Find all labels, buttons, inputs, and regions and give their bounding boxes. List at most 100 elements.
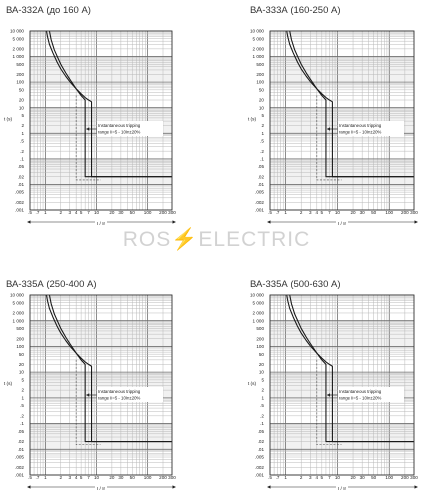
x-tick-label: 100 xyxy=(385,210,393,215)
y-axis-label: t (s) xyxy=(248,117,257,123)
y-axis-label: t (s) xyxy=(4,381,13,387)
y-tick-label: 2 xyxy=(21,388,24,393)
x-tick-label: 1 xyxy=(284,210,287,215)
x-tick-label: .7 xyxy=(36,475,40,480)
x-tick-label: 5 xyxy=(80,475,83,480)
grid-band xyxy=(30,423,172,450)
x-axis-label: I / Ir xyxy=(338,486,347,492)
y-tick-label: 2 xyxy=(261,388,264,393)
y-tick-label: .02 xyxy=(258,174,265,179)
y-tick-label: 2 xyxy=(21,123,24,128)
x-tick-label: 200 xyxy=(401,210,409,215)
chart-panel-3: Instantaneous tripping range Ii=5 - 10In±… xyxy=(248,293,418,492)
y-tick-label: .05 xyxy=(18,164,25,169)
y-tick-label: .2 xyxy=(20,149,24,154)
x-tick-label: 300 xyxy=(168,475,176,480)
x-axis-label: I / Ir xyxy=(338,221,347,227)
x-tick-label: 7 xyxy=(87,475,90,480)
x-tick-label: 30 xyxy=(118,210,124,215)
x-tick-label: 2 xyxy=(59,210,62,215)
watermark-logo: ROS⚡ELECTRIC xyxy=(0,228,433,252)
annotation-text: range Ii=5 - 10In±20% xyxy=(339,130,382,135)
x-tick-label: 30 xyxy=(360,210,366,215)
grid-band xyxy=(270,423,414,450)
annotation-bg xyxy=(97,387,163,402)
x-tick-label: 300 xyxy=(168,210,176,215)
plot-frame xyxy=(29,294,173,476)
x-tick-label: 1 xyxy=(44,475,47,480)
x-tick-label: 2 xyxy=(300,475,303,480)
y-tick-label: .2 xyxy=(260,413,264,418)
instantaneous-band xyxy=(75,95,101,181)
y-tick-label: 10 000 xyxy=(10,29,24,34)
y-tick-label: .002 xyxy=(15,465,24,470)
arrow-right-head xyxy=(414,220,418,224)
y-axis-label: t (s) xyxy=(4,117,13,123)
x-tick-label: 1 xyxy=(44,210,47,215)
instantaneous-band xyxy=(316,359,342,446)
x-tick-label: 20 xyxy=(109,475,115,480)
y-tick-label: 20 xyxy=(19,98,25,103)
y-tick-label: 100 xyxy=(256,80,264,85)
y-tick-label: 1 xyxy=(21,395,24,400)
x-tick-label: 4 xyxy=(75,475,78,480)
x-tick-label: 20 xyxy=(109,210,115,215)
x-tick-label: 5 xyxy=(321,475,324,480)
x-tick-label: .7 xyxy=(276,210,280,215)
x-tick-label: 1 xyxy=(284,475,287,480)
y-tick-label: 100 xyxy=(256,344,264,349)
x-tick-label: 3 xyxy=(309,210,312,215)
x-tick-label: 10 xyxy=(335,475,341,480)
annotation-text: range Ii=5 - 10In±20% xyxy=(98,130,141,135)
y-tick-label: 10 000 xyxy=(10,293,24,298)
y-tick-label: 1 000 xyxy=(253,318,265,323)
x-tick-label: 50 xyxy=(130,475,136,480)
arrow-right-head xyxy=(172,485,176,489)
y-tick-label: 2 000 xyxy=(13,311,25,316)
chart-title-ba-335a-500-630: ВА-335А (500-630 А) xyxy=(250,279,341,290)
y-tick-label: 500 xyxy=(16,62,24,67)
x-tick-label: .5 xyxy=(28,210,32,215)
arrow-left-head xyxy=(27,220,31,224)
x-tick-label: 4 xyxy=(75,210,78,215)
trip-curve-0 xyxy=(286,30,414,178)
y-tick-label: .02 xyxy=(18,174,25,179)
annotation-text: Instantaneous tripping xyxy=(339,123,382,128)
y-tick-label: .005 xyxy=(255,455,264,460)
y-axis-label: t (s) xyxy=(248,381,257,387)
instantaneous-band xyxy=(75,359,101,446)
y-tick-label: .001 xyxy=(15,473,24,478)
y-tick-label: .1 xyxy=(260,156,264,161)
grid-band xyxy=(30,56,172,83)
y-tick-label: .01 xyxy=(258,447,265,452)
y-tick-label: 1 000 xyxy=(13,54,25,59)
annotation-text: Instantaneous tripping xyxy=(339,389,382,394)
y-tick-label: 50 xyxy=(259,352,265,357)
plot-frame xyxy=(29,30,173,211)
x-tick-label: 2 xyxy=(300,210,303,215)
grid-band xyxy=(270,158,414,185)
y-tick-label: 5 xyxy=(261,377,264,382)
x-axis-label: I / Ir xyxy=(97,486,106,492)
grid-band xyxy=(30,320,172,347)
y-tick-label: .02 xyxy=(18,439,25,444)
y-tick-label: .5 xyxy=(20,139,24,144)
grid-band xyxy=(270,320,414,347)
y-tick-label: 10 xyxy=(19,105,25,110)
x-tick-label: 4 xyxy=(316,210,319,215)
annotation-text: range Ii=5 - 10In±20% xyxy=(339,396,382,401)
y-tick-label: 500 xyxy=(16,326,24,331)
y-tick-label: 2 000 xyxy=(253,311,265,316)
x-tick-label: 20 xyxy=(350,475,356,480)
annotation-arrow-head xyxy=(86,127,90,131)
annotation-bg xyxy=(97,121,163,136)
x-tick-label: 10 xyxy=(94,210,100,215)
x-tick-label: .5 xyxy=(268,475,272,480)
trip-curve-1 xyxy=(48,30,172,178)
arrow-left-head xyxy=(27,485,31,489)
y-tick-label: 200 xyxy=(16,72,24,77)
y-tick-label: 2 xyxy=(261,123,264,128)
grid-band xyxy=(270,56,414,83)
